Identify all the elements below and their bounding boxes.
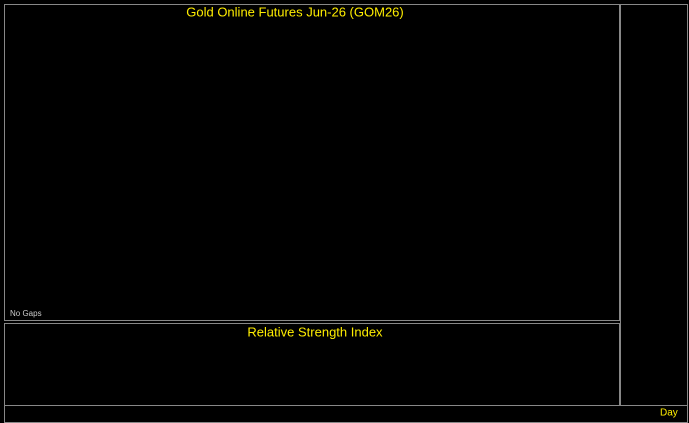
note: No Gaps xyxy=(10,309,42,318)
indicator-title: Relative Strength Index xyxy=(247,324,383,339)
price-panel xyxy=(4,4,620,321)
chart-title: Gold Online Futures Jun-26 (GOM26) xyxy=(186,4,403,19)
x-unit: Day xyxy=(660,408,678,419)
